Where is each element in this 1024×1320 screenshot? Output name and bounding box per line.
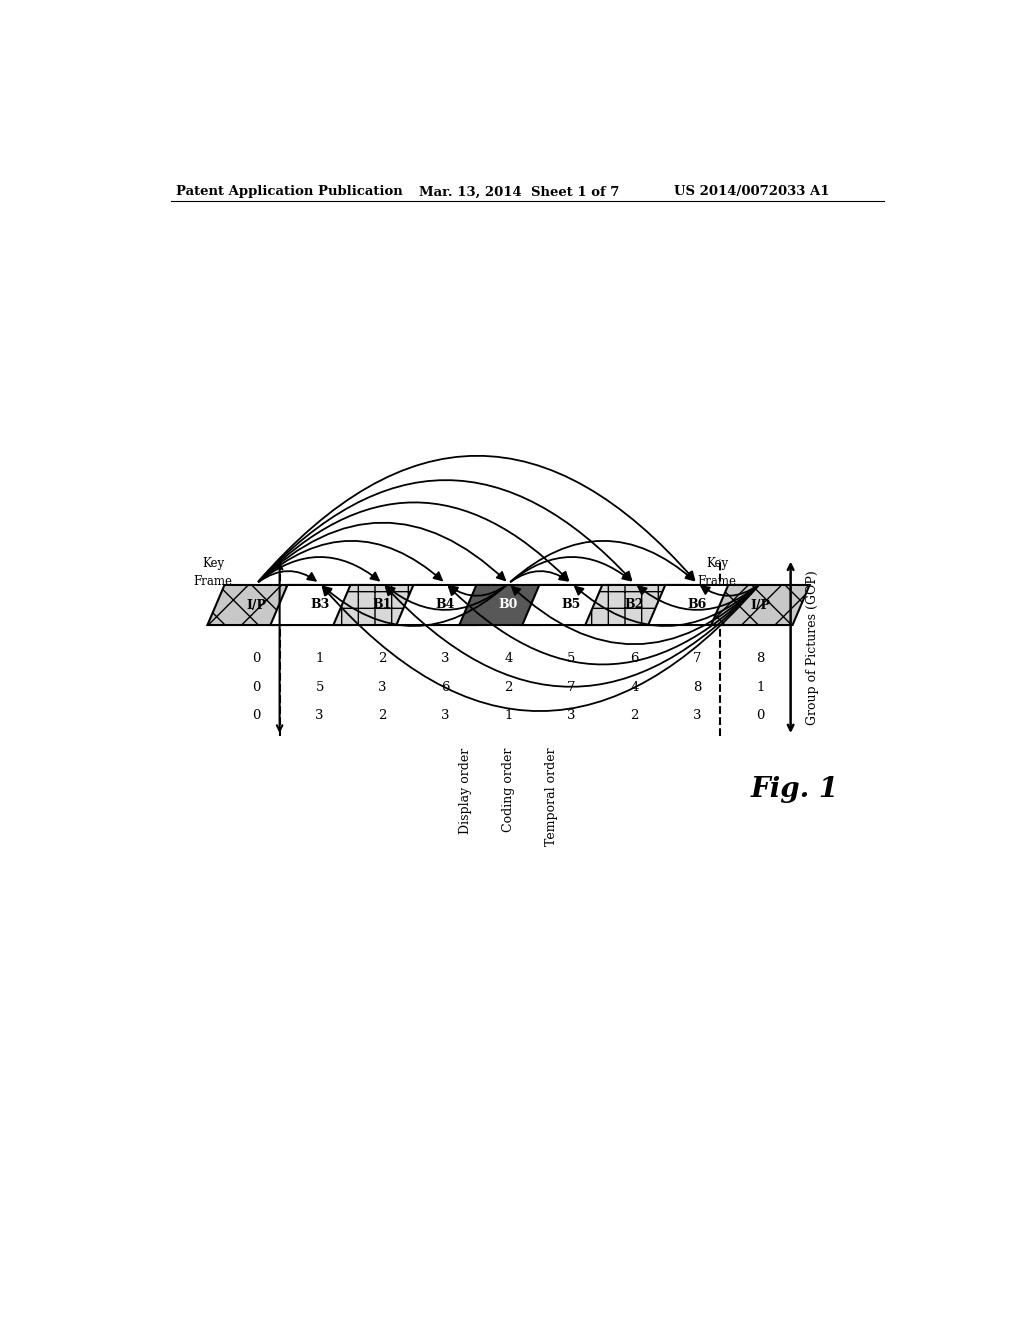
Polygon shape bbox=[208, 585, 306, 626]
Text: 8: 8 bbox=[693, 681, 701, 694]
Text: Coding order: Coding order bbox=[502, 747, 515, 832]
Text: Group of Pictures (GOP): Group of Pictures (GOP) bbox=[806, 570, 819, 725]
FancyArrowPatch shape bbox=[450, 585, 506, 595]
Text: Frame: Frame bbox=[194, 576, 232, 589]
FancyArrowPatch shape bbox=[258, 455, 694, 581]
Text: Key: Key bbox=[706, 557, 728, 570]
Text: 6: 6 bbox=[630, 652, 639, 665]
Text: B0: B0 bbox=[499, 598, 518, 611]
FancyArrowPatch shape bbox=[575, 585, 759, 626]
Text: B3: B3 bbox=[310, 598, 330, 611]
Text: 4: 4 bbox=[631, 681, 639, 694]
Polygon shape bbox=[396, 585, 495, 626]
Text: 7: 7 bbox=[567, 681, 575, 694]
Text: 3: 3 bbox=[693, 709, 701, 722]
Text: 3: 3 bbox=[378, 681, 387, 694]
Text: 3: 3 bbox=[441, 652, 450, 665]
Text: Patent Application Publication: Patent Application Publication bbox=[176, 185, 402, 198]
FancyArrowPatch shape bbox=[512, 585, 759, 644]
Text: 1: 1 bbox=[315, 652, 324, 665]
Polygon shape bbox=[460, 585, 558, 626]
Text: Display order: Display order bbox=[460, 747, 472, 834]
Text: 5: 5 bbox=[315, 681, 324, 694]
Text: Mar. 13, 2014  Sheet 1 of 7: Mar. 13, 2014 Sheet 1 of 7 bbox=[419, 185, 618, 198]
FancyArrowPatch shape bbox=[324, 585, 507, 626]
Text: 5: 5 bbox=[567, 652, 575, 665]
Text: 2: 2 bbox=[631, 709, 639, 722]
Text: Temporal order: Temporal order bbox=[545, 747, 558, 846]
FancyArrowPatch shape bbox=[386, 585, 507, 610]
Text: 3: 3 bbox=[567, 709, 575, 722]
Polygon shape bbox=[522, 585, 621, 626]
Text: B2: B2 bbox=[625, 598, 644, 611]
Polygon shape bbox=[334, 585, 432, 626]
FancyArrowPatch shape bbox=[701, 585, 758, 595]
Text: 0: 0 bbox=[253, 652, 261, 665]
Text: 3: 3 bbox=[315, 709, 324, 722]
Text: 3: 3 bbox=[441, 709, 450, 722]
Text: Frame: Frame bbox=[697, 576, 736, 589]
Text: 0: 0 bbox=[253, 709, 261, 722]
Text: 6: 6 bbox=[441, 681, 450, 694]
FancyArrowPatch shape bbox=[259, 541, 442, 582]
Text: B5: B5 bbox=[562, 598, 581, 611]
Polygon shape bbox=[712, 585, 810, 626]
Text: I/P: I/P bbox=[751, 598, 770, 611]
FancyArrowPatch shape bbox=[258, 480, 631, 581]
Text: I/P: I/P bbox=[247, 598, 266, 611]
FancyArrowPatch shape bbox=[511, 557, 631, 582]
Text: B1: B1 bbox=[373, 598, 392, 611]
Text: 8: 8 bbox=[756, 652, 765, 665]
Polygon shape bbox=[648, 585, 746, 626]
FancyArrowPatch shape bbox=[511, 572, 567, 582]
FancyArrowPatch shape bbox=[511, 541, 694, 582]
Text: US 2014/0072033 A1: US 2014/0072033 A1 bbox=[675, 185, 829, 198]
FancyArrowPatch shape bbox=[638, 585, 758, 610]
Text: 2: 2 bbox=[379, 709, 387, 722]
Text: 2: 2 bbox=[379, 652, 387, 665]
FancyArrowPatch shape bbox=[259, 523, 505, 582]
Text: B6: B6 bbox=[688, 598, 707, 611]
FancyArrowPatch shape bbox=[259, 572, 315, 582]
Text: B4: B4 bbox=[436, 598, 456, 611]
Text: 0: 0 bbox=[253, 681, 261, 694]
Text: 1: 1 bbox=[756, 681, 765, 694]
Text: 2: 2 bbox=[505, 681, 513, 694]
Text: 7: 7 bbox=[693, 652, 701, 665]
Text: 1: 1 bbox=[505, 709, 513, 722]
Polygon shape bbox=[586, 585, 684, 626]
FancyArrowPatch shape bbox=[259, 557, 379, 582]
Polygon shape bbox=[270, 585, 369, 626]
Text: Key: Key bbox=[202, 557, 224, 570]
FancyArrowPatch shape bbox=[323, 586, 759, 711]
FancyArrowPatch shape bbox=[449, 586, 759, 664]
Text: 0: 0 bbox=[756, 709, 765, 722]
FancyArrowPatch shape bbox=[386, 586, 759, 686]
Text: Fig. 1: Fig. 1 bbox=[751, 776, 839, 804]
FancyArrowPatch shape bbox=[259, 503, 568, 581]
Text: 4: 4 bbox=[505, 652, 513, 665]
